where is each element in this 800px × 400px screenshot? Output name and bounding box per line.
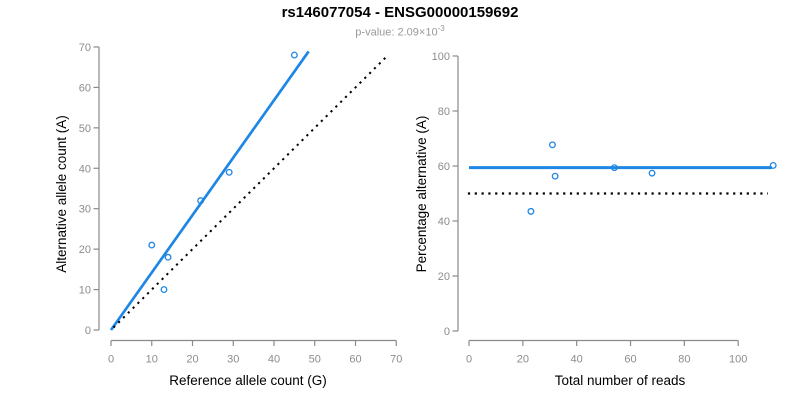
x-tick-label: 30 xyxy=(227,354,239,366)
x-tick-label: 20 xyxy=(186,354,198,366)
data-point xyxy=(225,168,233,176)
data-point xyxy=(160,286,168,294)
data-point xyxy=(610,164,618,172)
x-tick-label: 10 xyxy=(146,354,158,366)
y-tick-label: 30 xyxy=(79,204,91,216)
data-point xyxy=(197,197,205,205)
data-point xyxy=(164,253,172,261)
data-point xyxy=(769,161,777,169)
y-tick-label: 80 xyxy=(438,106,450,118)
x-tick-label: 0 xyxy=(108,354,114,366)
y-axis-title: Alternative allele count (A) xyxy=(54,115,69,273)
x-tick-label: 100 xyxy=(729,354,747,366)
data-point xyxy=(549,141,556,149)
figure-title: rs146077054 - ENSG00000159692 xyxy=(281,4,519,21)
x-tick-label: 60 xyxy=(624,354,636,366)
x-tick-label: 80 xyxy=(678,354,690,366)
x-tick-label: 40 xyxy=(268,354,280,366)
data-point xyxy=(551,172,559,180)
y-tick-label: 40 xyxy=(79,163,91,175)
y-tick-label: 60 xyxy=(79,82,91,94)
x-tick-label: 70 xyxy=(390,354,402,366)
y-tick-label: 40 xyxy=(438,216,450,228)
y-tick-label: 0 xyxy=(444,326,450,338)
y-tick-label: 10 xyxy=(79,285,91,297)
data-point xyxy=(648,169,656,177)
y-tick-label: 20 xyxy=(79,244,91,256)
right-plot: 0 20 40 60 80 100 0 20 40 60 80 100 Total number of … xyxy=(414,51,777,388)
y-tick-label: 20 xyxy=(438,271,450,283)
regression-line xyxy=(109,50,310,331)
y-axis-title: Percentage alternative (A) xyxy=(414,116,429,273)
x-tick-label: 40 xyxy=(571,354,583,366)
y-tick-label: 60 xyxy=(438,161,450,173)
data-point xyxy=(290,51,298,59)
figure-subtitle: p-value: 2.09×10-3 xyxy=(0,24,800,39)
x-tick-label: 50 xyxy=(309,354,321,366)
x-tick-label: 0 xyxy=(466,354,472,366)
identity-line xyxy=(112,55,388,329)
pvalue-exponent: -3 xyxy=(437,24,445,33)
y-tick-label: 70 xyxy=(79,42,91,54)
x-axis-title: Total number of reads xyxy=(555,373,686,388)
data-point xyxy=(148,241,156,249)
y-tick-label: 50 xyxy=(79,123,91,135)
x-tick-label: 60 xyxy=(349,354,361,366)
y-tick-label: 100 xyxy=(432,51,450,63)
x-tick-label: 20 xyxy=(517,354,529,366)
x-axis-title: Reference allele count (G) xyxy=(169,373,327,388)
data-point xyxy=(527,207,535,215)
left-plot: 0 10 20 30 40 50 60 70 0 10 20 30 40 50 60 70 Reference … xyxy=(54,42,402,388)
y-tick-label: 0 xyxy=(85,325,91,337)
pvalue-text: p-value: 2.09×10 xyxy=(355,26,438,39)
